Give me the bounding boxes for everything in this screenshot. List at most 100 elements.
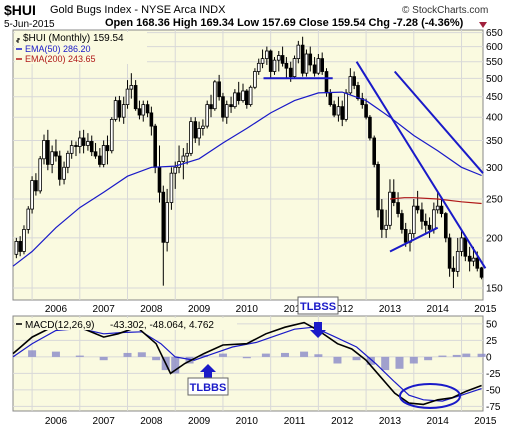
candle	[236, 81, 241, 105]
candle	[451, 256, 456, 288]
candle	[224, 100, 229, 124]
y-tick-label: 650	[486, 28, 503, 39]
candle-body	[233, 92, 237, 108]
macd-values: -43.302, -48.064, 4.762	[110, 320, 214, 331]
macd-hist-bar	[152, 356, 161, 361]
candle-body	[467, 255, 472, 262]
candle	[54, 139, 58, 162]
macd-x-tick-label: 2015	[474, 416, 497, 427]
candle-body	[256, 62, 261, 72]
macd-hist-bar	[280, 352, 289, 357]
candle-body	[253, 71, 257, 88]
macd-hist-bar	[300, 351, 309, 357]
candle-body	[54, 151, 58, 157]
annotation-bottom-label: TLBBS	[190, 382, 227, 394]
candle	[189, 117, 193, 157]
candle	[467, 246, 472, 272]
candle	[169, 167, 174, 210]
candle-body	[157, 166, 162, 193]
candle	[439, 199, 444, 218]
candle-body	[320, 58, 324, 72]
down-arrow-icon	[479, 22, 487, 28]
candle	[368, 115, 372, 141]
candle-body	[165, 202, 169, 243]
candle-body	[415, 205, 420, 211]
ema200-line	[389, 197, 482, 205]
candle-body	[149, 112, 154, 127]
x-tick-label: 2009	[188, 304, 211, 315]
candle-body	[475, 257, 480, 269]
candle	[233, 89, 237, 109]
candle-body	[201, 125, 205, 129]
candle-body	[169, 172, 174, 203]
candle	[380, 199, 384, 238]
macd-x-tick-label: 2013	[379, 416, 402, 427]
candle-body	[69, 145, 74, 154]
x-tick-label: 2010	[236, 304, 259, 315]
candle-body	[388, 191, 392, 226]
macd-y-tick-label: 0	[486, 352, 492, 363]
candle	[185, 142, 189, 165]
candle	[455, 237, 460, 277]
candle	[145, 100, 150, 118]
candle	[332, 100, 336, 118]
macd-hist-bar	[352, 356, 361, 361]
macd-y-tick-label: 50	[486, 319, 498, 330]
macd-hist-bar	[123, 352, 132, 357]
macd-x-tick-label: 2007	[93, 416, 116, 427]
candle-body	[336, 106, 341, 116]
candle-body	[380, 209, 384, 230]
candle	[376, 161, 380, 218]
candle	[161, 185, 166, 286]
candles	[14, 36, 484, 288]
x-tick-label: 2007	[93, 304, 116, 315]
candle-body	[217, 81, 221, 98]
candle-body	[125, 88, 130, 106]
candle	[113, 96, 118, 122]
y-tick-label: 350	[486, 136, 503, 147]
macd-lines	[12, 321, 482, 406]
candle-body	[185, 152, 189, 157]
candle	[129, 73, 134, 99]
candle-body	[447, 237, 452, 269]
ema50-line	[12, 91, 482, 267]
candle	[245, 89, 249, 109]
candle-body	[245, 90, 249, 106]
candle	[22, 225, 26, 255]
candle-body	[78, 137, 82, 147]
arrow-up-icon	[200, 364, 216, 378]
macd-x-tick-label: 2008	[140, 416, 163, 427]
candle-body	[181, 155, 186, 162]
candle-body	[38, 158, 42, 192]
candle	[292, 55, 297, 79]
candle	[276, 51, 281, 72]
candle-body	[153, 125, 157, 168]
legend-price: $HUI (Monthly) 159.54	[23, 33, 124, 44]
candle	[46, 129, 50, 171]
macd-y-ticks: 50 25 0 -25 -50 -75	[486, 319, 501, 412]
legend-bg	[15, 32, 147, 64]
candle-body	[34, 180, 38, 192]
x-tick-label: 2014	[427, 304, 450, 315]
candle-body	[463, 237, 468, 257]
y-tick-label: 400	[486, 113, 503, 124]
macd-x-tick-label: 2006	[45, 416, 68, 427]
macd-highlight-ellipse	[399, 383, 461, 409]
candle	[320, 52, 324, 75]
candle-body	[14, 241, 19, 255]
candle	[209, 94, 213, 118]
candle-body	[161, 191, 166, 243]
candle-body	[376, 164, 380, 211]
y-tick-label: 550	[486, 57, 503, 68]
candle	[149, 106, 154, 136]
candle-body	[332, 104, 336, 116]
candle	[201, 119, 205, 136]
candle-body	[98, 155, 102, 165]
candle-body	[113, 100, 118, 120]
candle-body	[324, 71, 329, 94]
candle-body	[133, 85, 138, 110]
candle-body	[364, 104, 368, 118]
candle	[141, 100, 146, 122]
candle	[193, 117, 198, 143]
